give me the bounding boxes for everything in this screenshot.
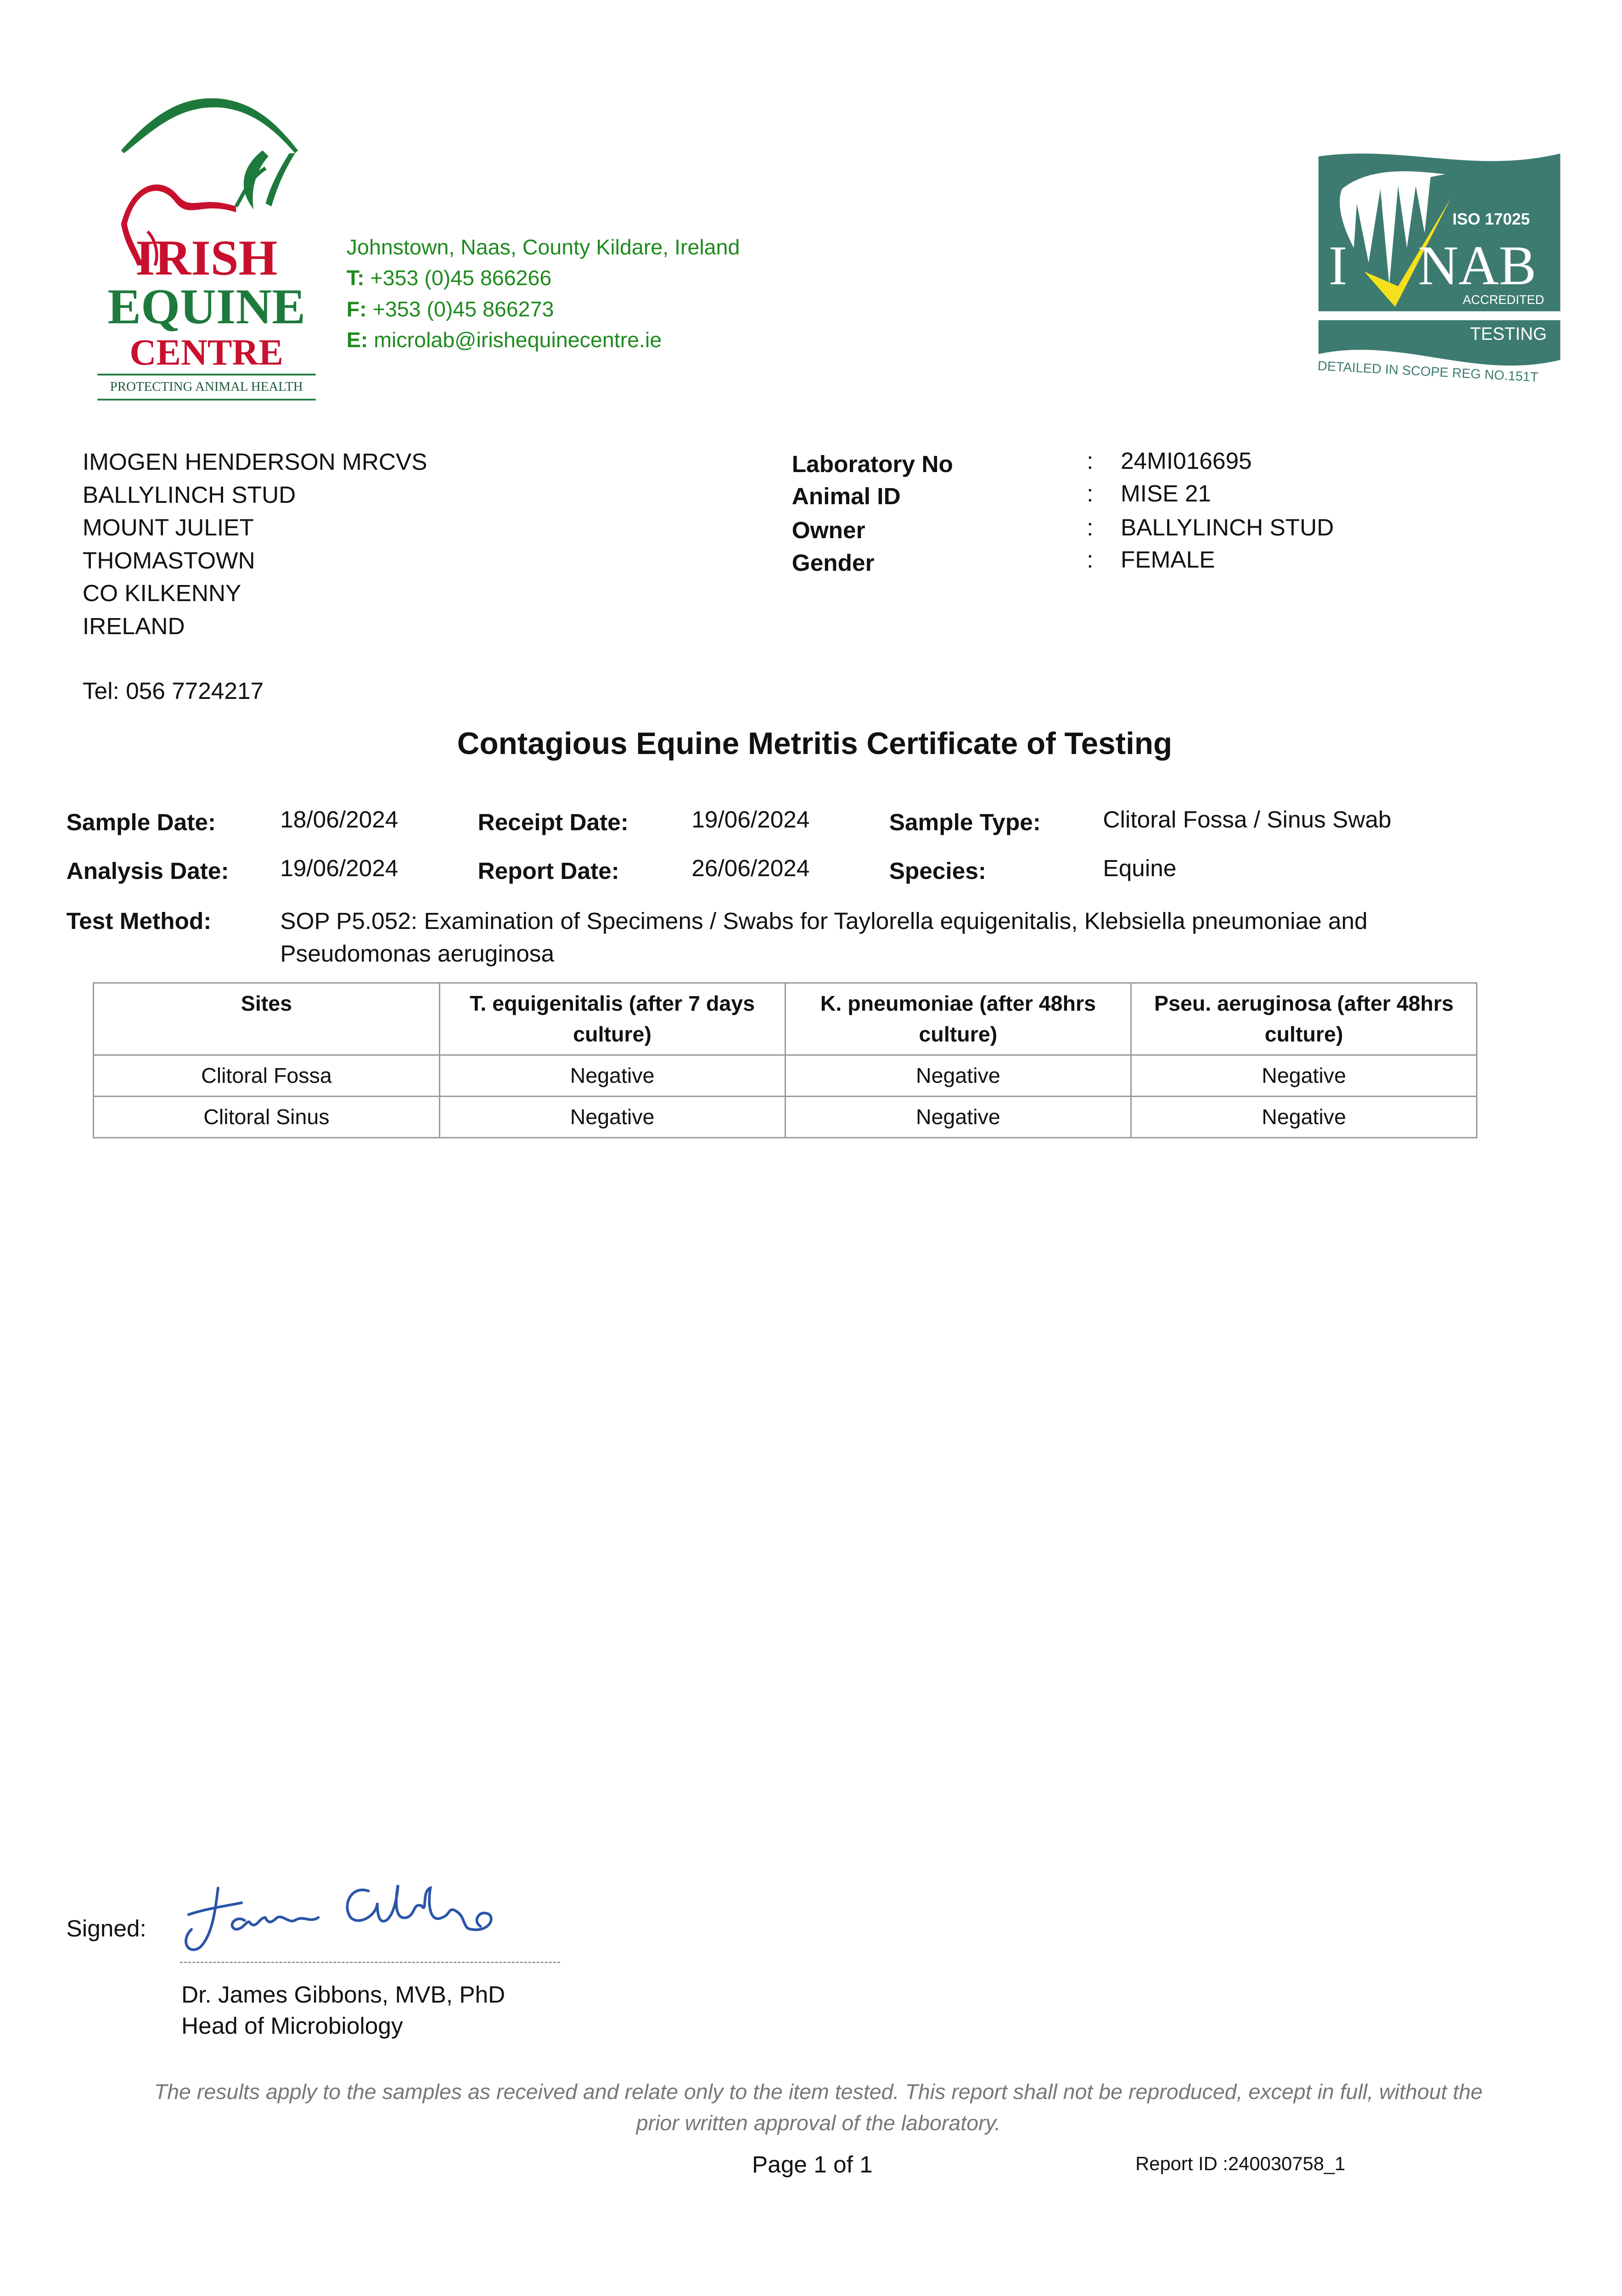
column-header: Pseu. aeruginosa (after 48hrs culture) xyxy=(1130,982,1478,1056)
result-cell: Negative xyxy=(438,1054,786,1097)
table-row: Clitoral Sinus Negative Negative Negativ… xyxy=(93,1095,1478,1138)
phone-label: T: xyxy=(346,266,365,290)
result-cell: Negative xyxy=(438,1095,786,1138)
inab-accredited: ACCREDITED xyxy=(1463,293,1544,307)
fax-value: +353 (0)45 866273 xyxy=(372,297,554,321)
logo-word-irish: IRISH xyxy=(135,230,278,286)
report-date-value: 26/06/2024 xyxy=(691,854,810,881)
logo-word-equine: EQUINE xyxy=(107,278,306,334)
info-value: FEMALE xyxy=(1120,546,1215,573)
sample-date-label: Sample Date: xyxy=(66,809,216,836)
handwritten-signature xyxy=(185,1885,493,1951)
site-cell: Clitoral Fossa xyxy=(93,1054,440,1097)
sample-date-value: 18/06/2024 xyxy=(280,805,398,833)
column-header: T. equigenitalis (after 7 days culture) xyxy=(438,982,786,1056)
column-header: K. pneumoniae (after 48hrs culture) xyxy=(784,982,1132,1056)
info-colon: : xyxy=(1087,546,1094,573)
address-line: MOUNT JULIET xyxy=(82,514,254,541)
signed-label: Signed: xyxy=(66,1914,146,1941)
receipt-date-label: Receipt Date: xyxy=(477,809,629,836)
address-line: THOMASTOWN xyxy=(82,546,255,574)
recipient-address: IMOGEN HENDERSON MRCVS BALLYLINCH STUD M… xyxy=(83,445,427,643)
sample-type-value: Clitoral Fossa / Sinus Swab xyxy=(1103,805,1392,833)
inab-accreditation-logo xyxy=(1318,153,1560,366)
address-line: CO KILKENNY xyxy=(82,580,241,607)
results-table: Sites T. equigenitalis (after 7 days cul… xyxy=(93,982,1478,1138)
site-cell: Clitoral Sinus xyxy=(93,1095,440,1138)
lab-fax: F: +353 (0)45 866273 xyxy=(347,297,554,322)
info-colon: : xyxy=(1087,513,1094,540)
page-number: Page 1 of 1 xyxy=(752,2150,873,2178)
recipient-tel: Tel: 056 7724217 xyxy=(82,677,264,704)
irish-equine-centre-logo xyxy=(97,98,316,401)
table-row: Clitoral Fossa Negative Negative Negativ… xyxy=(93,1054,1478,1097)
inab-iso: ISO 17025 xyxy=(1452,210,1530,229)
lab-email: E: microlab@irishequinecentre.ie xyxy=(347,327,662,353)
email-label: E: xyxy=(346,328,368,352)
page-title: Contagious Equine Metritis Certificate o… xyxy=(457,726,1173,761)
address-line: BALLYLINCH STUD xyxy=(82,481,296,508)
receipt-date-value: 19/06/2024 xyxy=(691,805,810,833)
info-value: BALLYLINCH STUD xyxy=(1120,513,1334,540)
test-method-label: Test Method: xyxy=(66,907,212,934)
result-cell: Negative xyxy=(784,1095,1132,1138)
inab-name: I NAB xyxy=(1328,234,1537,297)
column-header: Sites xyxy=(93,982,440,1056)
inab-testing: TESTING xyxy=(1470,324,1547,344)
email-value: microlab@irishequinecentre.ie xyxy=(374,328,662,352)
address-line: IRELAND xyxy=(82,613,185,640)
result-cell: Negative xyxy=(1130,1054,1478,1097)
info-colon: : xyxy=(1087,447,1094,474)
info-label: Owner xyxy=(791,517,865,544)
result-cell: Negative xyxy=(1130,1095,1478,1138)
info-value: MISE 21 xyxy=(1120,479,1211,506)
analysis-date-value: 19/06/2024 xyxy=(280,854,398,881)
info-label: Laboratory No xyxy=(791,450,953,477)
result-cell: Negative xyxy=(784,1054,1132,1097)
lab-phone: T: +353 (0)45 866266 xyxy=(347,265,552,291)
info-label: Animal ID xyxy=(791,483,901,510)
signatory-role: Head of Microbiology xyxy=(181,2012,403,2039)
info-label: Gender xyxy=(791,549,875,576)
fax-label: F: xyxy=(346,297,367,321)
species-value: Equine xyxy=(1103,854,1177,881)
logo-word-centre: CENTRE xyxy=(129,332,283,373)
report-date-label: Report Date: xyxy=(477,857,619,884)
info-colon: : xyxy=(1087,479,1094,506)
disclaimer: The results apply to the samples as rece… xyxy=(154,2080,1483,2135)
sample-type-label: Sample Type: xyxy=(889,809,1041,836)
address-line: IMOGEN HENDERSON MRCVS xyxy=(82,448,427,475)
lab-address: Johnstown, Naas, County Kildare, Ireland xyxy=(346,235,740,259)
analysis-date-label: Analysis Date: xyxy=(66,857,229,884)
report-id: Report ID :240030758_1 xyxy=(1135,2153,1346,2175)
signatory-name: Dr. James Gibbons, MVB, PhD xyxy=(181,1981,505,2008)
phone-value: +353 (0)45 866266 xyxy=(370,266,552,290)
test-method-line-1: SOP P5.052: Examination of Specimens / S… xyxy=(280,907,1368,934)
table-header-row: Sites T. equigenitalis (after 7 days cul… xyxy=(93,982,1478,1056)
signature-line xyxy=(180,1961,561,1963)
info-value: 24MI016695 xyxy=(1120,447,1252,474)
test-method-line-2: Pseudomonas aeruginosa xyxy=(280,940,555,967)
logo-tagline: PROTECTING ANIMAL HEALTH xyxy=(110,379,303,394)
species-label: Species: xyxy=(889,857,987,884)
